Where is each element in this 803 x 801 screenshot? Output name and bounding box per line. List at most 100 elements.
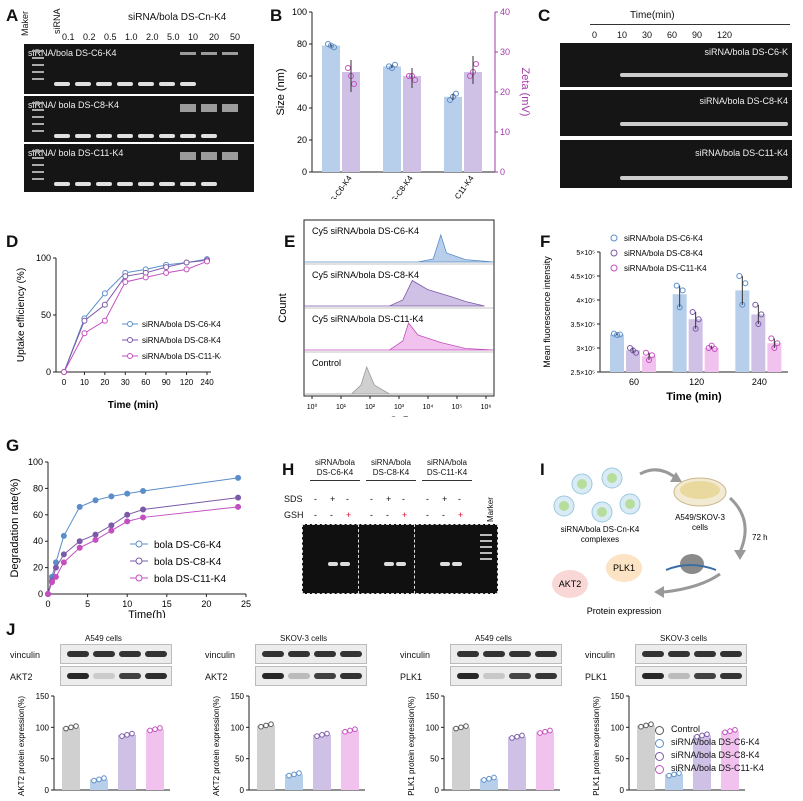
j-top-label: vinculin xyxy=(10,650,41,660)
g-ylabel: Degradation rate(%) xyxy=(9,478,21,577)
panel-j: A549 cells vinculin AKT2 0 50 100 150 AKT2 prot… xyxy=(0,630,803,801)
panel-label-f: F xyxy=(540,232,551,251)
j-band-top xyxy=(668,651,690,657)
g-point xyxy=(92,536,99,543)
f-legend-marker xyxy=(610,234,618,242)
gel-c1-label: siRNA/bola DS-C6-K xyxy=(704,47,788,57)
d-point xyxy=(183,259,190,266)
g-xtick-label: 5 xyxy=(85,599,90,609)
gsh-sign: - xyxy=(330,510,333,520)
maker-label: Maker xyxy=(20,10,30,36)
j-point xyxy=(537,730,543,736)
e-xlabel: Cy5 xyxy=(389,415,409,417)
b-category-label: siRNA/bola DS-C8-K4 xyxy=(362,174,415,199)
j-band-bottom xyxy=(93,673,115,679)
gel-c2: siRNA/bola DS-C8-K4 xyxy=(560,90,792,136)
free-band xyxy=(138,134,154,138)
chart-f: 2.5×10⁵ 3×10⁵ 3.5×10⁵ 4×10⁵ 4.5×10⁵ 5×10⁵ Mean… xyxy=(542,234,788,403)
g-point xyxy=(45,591,51,597)
j-band-top xyxy=(93,651,115,657)
d-legend-marker xyxy=(127,321,133,327)
j-ytick-label: 50 xyxy=(430,755,439,764)
f-ytick-label: 4×10⁵ xyxy=(576,298,595,305)
right-tick-label: 10 xyxy=(500,127,510,137)
j-blot-top xyxy=(450,644,562,664)
d-legend-label: siRNA/bola DS-C6-K4 xyxy=(142,320,221,329)
j-band-top xyxy=(694,651,716,657)
g-ytick-label: 100 xyxy=(28,457,43,467)
chart-g: 0 20 40 60 80 100 0 5 10 15 20 25 Degradation rate(%… xyxy=(9,457,251,618)
time-title: Time(min) xyxy=(630,10,675,21)
f-bar xyxy=(626,350,640,372)
j-point xyxy=(291,771,297,778)
j-band-top xyxy=(535,651,557,657)
j-blot-top xyxy=(60,644,172,664)
j-point xyxy=(676,770,682,776)
f-legend-marker xyxy=(610,249,618,257)
j-bottom-label: AKT2 xyxy=(205,672,228,682)
d-point xyxy=(61,369,67,375)
j-bar xyxy=(721,731,739,790)
chart-b: 0 20 40 60 80 100 0 10 20 30 40 Size (nm) Zeta (mV) s… xyxy=(275,7,531,199)
e-xtick-label: 10⁴ xyxy=(423,404,434,411)
size-point xyxy=(453,90,459,97)
sds-sign: - xyxy=(426,494,429,504)
ratio-row: 0.1 0.2 0.5 1.0 2.0 5.0 10 20 50 xyxy=(62,32,252,44)
gsh-sign: - xyxy=(426,510,429,520)
free-band xyxy=(159,82,175,86)
j-bottom-label: PLK1 xyxy=(400,672,423,682)
gsh-label: GSH xyxy=(284,510,304,520)
e-ylabel: Count xyxy=(277,293,289,322)
j-point xyxy=(547,727,553,734)
j-cells-label: A549 cells xyxy=(85,634,122,643)
j-band-bottom xyxy=(720,673,742,679)
h-divider xyxy=(414,524,415,594)
j-point xyxy=(453,725,459,732)
j-point xyxy=(91,777,97,784)
arrow-down xyxy=(728,496,747,553)
j-bar xyxy=(508,736,526,790)
h-ladder-band xyxy=(480,546,492,548)
j-point xyxy=(268,721,274,728)
right-tick-label: 30 xyxy=(500,47,510,57)
g-point xyxy=(235,503,242,510)
j-band-bottom xyxy=(535,673,557,679)
g-point xyxy=(108,493,115,500)
j-bar xyxy=(480,778,498,790)
j-ytick-label: 0 xyxy=(435,786,440,795)
g-ytick-label: 80 xyxy=(33,483,43,493)
j-band-bottom xyxy=(694,673,716,679)
ratio-label: 5.0 xyxy=(167,32,180,42)
j-bar xyxy=(257,725,275,790)
h-group-rule xyxy=(366,480,416,481)
j-bar xyxy=(118,734,136,790)
sds-sign: + xyxy=(386,494,392,504)
j-ytick-label: 100 xyxy=(426,723,440,732)
f-ytick-label: 3×10⁵ xyxy=(576,346,595,353)
d-point xyxy=(101,290,108,297)
g-point xyxy=(140,488,147,495)
e-xtick-label: 10² xyxy=(365,404,376,411)
arrow-head xyxy=(670,472,682,482)
j-point xyxy=(157,725,163,731)
j-bar xyxy=(536,731,554,790)
ladder-band xyxy=(32,150,44,152)
j-point xyxy=(152,726,158,733)
panel-label-c: C xyxy=(538,6,551,25)
gel-c3-band xyxy=(620,176,788,180)
left-tick-label: 60 xyxy=(297,71,307,81)
d-point xyxy=(122,278,129,285)
e-xtick-label: 10⁵ xyxy=(452,404,463,411)
f-bar xyxy=(642,356,656,372)
j-point xyxy=(666,772,672,779)
d-xlabel: Time (min) xyxy=(108,400,158,411)
j-band-top xyxy=(119,651,141,657)
ribosome xyxy=(680,554,704,574)
ladder-band xyxy=(32,130,44,132)
j-bar-chart: 0 50 100 150 AKT2 protein expression(%) xyxy=(17,692,170,796)
g-point xyxy=(52,573,59,580)
retained-band xyxy=(201,104,217,112)
j-point xyxy=(314,733,320,739)
d-point xyxy=(183,266,190,273)
free-band xyxy=(75,182,91,186)
